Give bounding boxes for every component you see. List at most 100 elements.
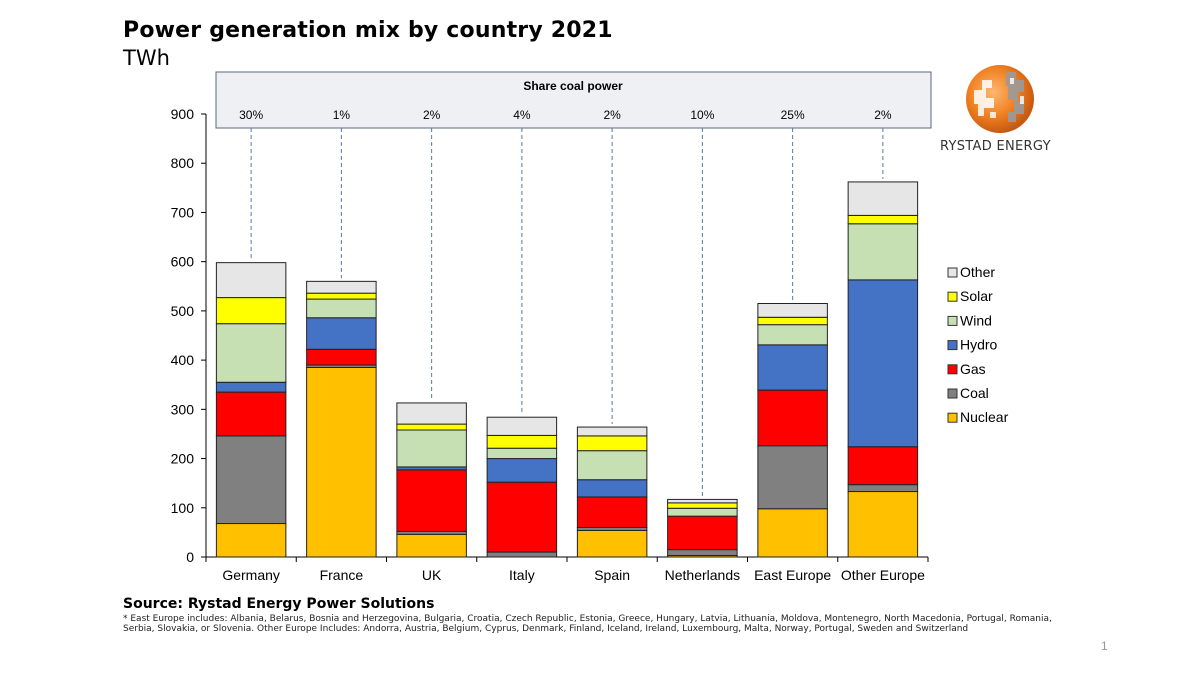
bar-segment-gas [667, 515, 738, 551]
bar-segment-gas [847, 446, 919, 486]
share-coal-value: 2% [423, 108, 441, 122]
bar-segment-coal [215, 435, 287, 525]
x-tick-label: France [320, 567, 364, 583]
share-coal-value: 10% [690, 108, 714, 122]
bar-segment-nuclear [396, 533, 467, 558]
legend-label: Wind [960, 312, 992, 328]
bar-segment-solar [847, 214, 919, 225]
y-tick-label: 400 [171, 352, 195, 368]
bar-stack-east-europe [757, 128, 828, 558]
legend-label: Gas [960, 361, 986, 377]
legend-item-coal: Coal [947, 385, 989, 401]
bar-segment-hydro [306, 317, 377, 350]
bar-segment-solar [576, 435, 648, 452]
footnote: * East Europe includes: Albania, Belarus… [123, 614, 1052, 634]
bar-segment-wind [486, 447, 558, 460]
x-tick-label: East Europe [754, 567, 831, 583]
legend-label: Coal [960, 385, 989, 401]
bar-segment-solar [486, 434, 558, 449]
legend-swatch [947, 291, 958, 302]
bar-segment-other [847, 181, 919, 216]
bar-stack-other-europe [847, 128, 919, 558]
y-tick-label: 700 [171, 204, 195, 220]
share-coal-value: 2% [874, 108, 892, 122]
bar-segment-solar [396, 423, 467, 431]
legend-swatch [947, 267, 958, 278]
x-tick-label: Spain [594, 567, 630, 583]
bar-segment-coal [667, 549, 738, 557]
bar-stack-germany [215, 128, 287, 558]
bar-segment-gas [576, 496, 648, 528]
bar-segment-other [306, 280, 377, 294]
bar-segment-wind [215, 323, 287, 383]
bar-stack-italy [486, 128, 558, 558]
share-coal-box-bg [215, 71, 932, 129]
bar-segment-hydro [576, 479, 648, 498]
y-tick-label: 900 [171, 106, 195, 122]
share-coal-value: 1% [333, 108, 351, 122]
chart: Share coal power 30% 1% 2% 4% 2% 10% 25% 2% 0 10… [171, 71, 1009, 583]
bar-segment-hydro [486, 458, 558, 483]
bar-segment-wind [847, 223, 919, 281]
bar-segment-solar [215, 297, 287, 325]
bar-segment-wind [306, 298, 377, 319]
legend-swatch [947, 340, 958, 351]
legend: Other Solar Wind Hydro Gas Coal Nuclear [947, 264, 1009, 425]
bar-segment-other [757, 303, 828, 318]
y-tick-label: 100 [171, 500, 195, 516]
share-coal-value: 2% [603, 108, 621, 122]
bar-segment-gas [486, 481, 558, 553]
bar-segment-gas [306, 348, 377, 366]
bar-segment-coal [757, 445, 828, 510]
bar-segment-other [215, 262, 287, 299]
share-coal-box: Share coal power 30% 1% 2% 4% 2% 10% 25% 2% [215, 71, 932, 129]
chart-title: Power generation mix by country 2021 [123, 18, 613, 43]
bar-segment-nuclear [576, 529, 648, 558]
legend-item-gas: Gas [947, 361, 986, 377]
legend-label: Nuclear [960, 409, 1009, 425]
y-tick-label: 800 [171, 155, 195, 171]
source-label: Source: Rystad Energy Power Solutions [123, 596, 435, 612]
bar-segment-other [576, 426, 648, 437]
bar-segment-other [486, 416, 558, 436]
bar-segment-solar [306, 292, 377, 300]
bar-segment-hydro [215, 381, 287, 393]
legend-item-other: Other [947, 264, 995, 280]
bar-stack-france [306, 128, 377, 558]
y-tick-label: 600 [171, 254, 195, 270]
x-tick-label: Netherlands [665, 567, 741, 583]
x-tick-label: Germany [222, 567, 280, 583]
bar-segment-wind [757, 324, 828, 346]
bar-segment-nuclear [757, 508, 828, 558]
bar-stack-uk [396, 128, 467, 558]
x-tick-label: Other Europe [841, 567, 925, 583]
y-tick-label: 200 [171, 451, 195, 467]
bar-segment-wind [576, 450, 648, 481]
legend-swatch [947, 364, 958, 375]
bar-segment-gas [215, 391, 287, 437]
chart-unit: TWh [123, 46, 170, 70]
legend-item-wind: Wind [947, 312, 992, 328]
bar-segment-nuclear [306, 366, 377, 558]
bar-segment-nuclear [215, 523, 287, 558]
bar-segment-gas [757, 389, 828, 447]
legend-label: Solar [960, 288, 993, 304]
bar-segment-coal [847, 484, 919, 493]
legend-item-hydro: Hydro [947, 337, 998, 353]
bar-segment-coal [486, 551, 558, 558]
share-coal-title: Share coal power [523, 79, 623, 93]
x-tick-label: UK [422, 567, 442, 583]
y-tick-label: 500 [171, 303, 195, 319]
bar-segment-solar [757, 316, 828, 326]
legend-swatch [947, 388, 958, 399]
logo-brand-text: RYSTAD ENERGY [940, 139, 1051, 154]
bar-segment-nuclear [847, 491, 919, 558]
bar-segment-wind [667, 507, 738, 517]
bar-segment-other [396, 402, 467, 425]
y-tick-label: 0 [186, 549, 194, 565]
globe-logo-icon [960, 62, 1040, 137]
bar-segment-gas [396, 469, 467, 532]
legend-item-nuclear: Nuclear [947, 409, 1009, 425]
bar-segment-solar [667, 502, 738, 509]
bar-stack-spain [576, 128, 648, 558]
